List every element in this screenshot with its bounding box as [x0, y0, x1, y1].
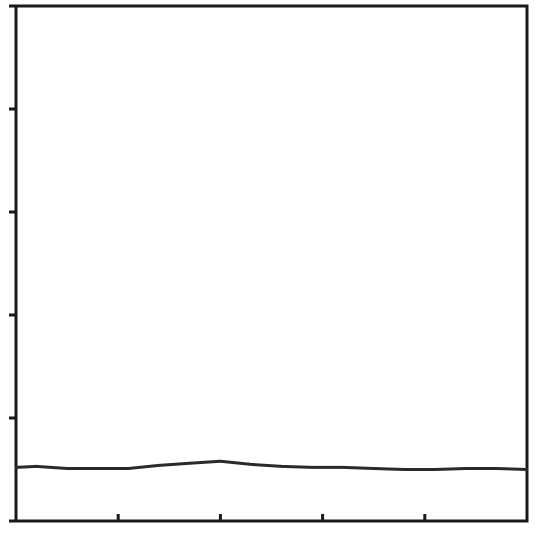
plot-frame	[14, 4, 529, 523]
series-line-0	[14, 459, 529, 471]
axis-ticks	[9, 4, 529, 523]
series-lines	[14, 459, 529, 471]
